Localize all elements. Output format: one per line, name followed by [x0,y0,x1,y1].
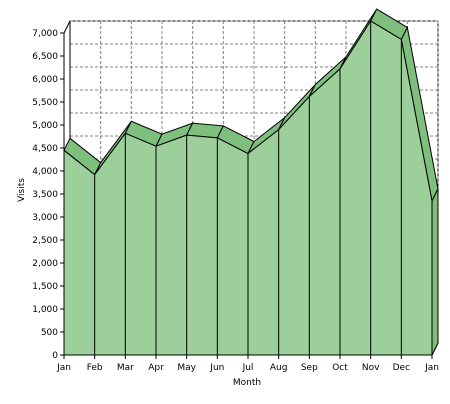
x-tick-label: Feb [87,363,103,373]
axis-layer [60,32,433,359]
y-tick-label: 2,000 [32,259,58,269]
y-tick-label: 3,500 [32,190,58,200]
x-tick-label: Aug [270,363,288,373]
y-tick-label: 5,500 [32,98,58,108]
x-tick-label: Oct [332,363,348,373]
x-axis-label: Month [233,378,261,388]
y-tick-label: 2,500 [32,236,58,246]
y-tick-label: 6,500 [32,52,58,62]
area-layer [63,8,439,356]
x-tick-label: Apr [148,363,164,373]
x-tick-label: Jul [242,363,254,373]
x-tick-label: Nov [362,363,380,373]
y-tick-label: 7,000 [32,29,58,39]
x-tick-label: Dec [393,363,410,373]
x-tick-label: Mar [117,363,134,373]
y-tick-label: 4,000 [32,167,58,177]
x-tick-label: May [177,363,196,373]
x-tick-label: Sep [301,363,318,373]
y-tick-label: 3,000 [32,213,58,223]
y-tick-label: 5,000 [32,121,58,131]
y-tick-label: 0 [52,351,58,361]
y-tick-label: 6,000 [32,75,58,85]
y-tick-label: 4,500 [32,144,58,154]
x-tick-label: Jun [209,363,224,373]
x-tick-label: Jan [56,363,71,373]
y-tick-label: 500 [41,328,58,338]
area-end-cap [431,188,439,356]
y-tick-label: 1,000 [32,305,58,315]
y-tick-label: 1,500 [32,282,58,292]
label-layer: Visits Month 0 500 1,000 1,500 2,000 2,500 3,0… [17,29,439,388]
x-tick-label: Jan [424,363,439,373]
y-axis-label: Visits [17,178,27,202]
